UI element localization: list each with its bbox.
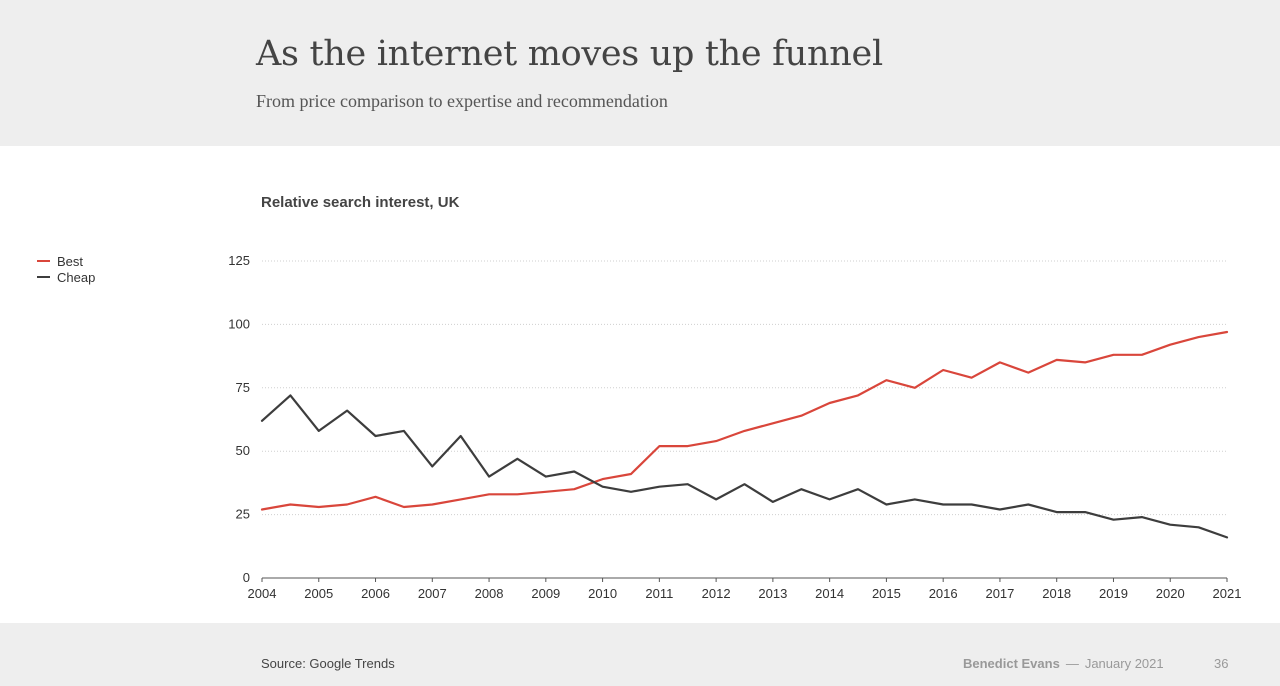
x-tick-label: 2009	[531, 586, 560, 601]
x-tick-label: 2007	[418, 586, 447, 601]
legend-swatch-best	[37, 260, 50, 262]
y-tick-label: 50	[236, 443, 250, 458]
y-tick-label: 0	[243, 570, 250, 585]
y-tick-label: 75	[236, 380, 250, 395]
x-tick-label: 2020	[1156, 586, 1185, 601]
legend-item-best: Best	[37, 253, 95, 269]
page-subtitle: From price comparison to expertise and r…	[256, 91, 668, 111]
x-tick-label: 2012	[702, 586, 731, 601]
credit-separator: —	[1065, 656, 1079, 671]
credit-date: January 2021	[1084, 656, 1164, 671]
page-title: As the internet moves up the funnel	[256, 34, 883, 74]
chart-legend: Best Cheap	[37, 253, 95, 285]
credit: Benedict Evans — January 2021	[963, 656, 1164, 671]
source-note: Source: Google Trends	[261, 656, 395, 671]
x-tick-label: 2021	[1213, 586, 1242, 601]
legend-swatch-cheap	[37, 276, 50, 278]
x-tick-label: 2015	[872, 586, 901, 601]
series-line-cheap	[260, 394, 1229, 539]
x-tick-label: 2018	[1042, 586, 1071, 601]
y-tick-label: 25	[236, 507, 250, 522]
x-tick-label: 2013	[758, 586, 787, 601]
y-tick-label: 100	[228, 316, 250, 331]
header-band: As the internet moves up the funnel From…	[0, 0, 1280, 146]
legend-label-best: Best	[57, 253, 84, 269]
x-tick-label: 2006	[361, 586, 390, 601]
author-name: Benedict Evans	[963, 656, 1060, 671]
x-tick-label: 2005	[304, 586, 333, 601]
x-tick-label: 2004	[248, 586, 277, 601]
x-tick-label: 2011	[645, 586, 673, 601]
chart-title: Relative search interest, UK	[261, 194, 460, 211]
x-tick-label: 2010	[588, 586, 617, 601]
x-tick-label: 2014	[815, 586, 844, 601]
legend-label-cheap: Cheap	[57, 269, 96, 285]
x-tick-label: 2008	[475, 586, 504, 601]
x-tick-label: 2016	[929, 586, 958, 601]
page-number: 36	[1214, 656, 1229, 671]
series-line-best	[260, 330, 1229, 511]
y-tick-label: 125	[228, 253, 250, 268]
legend-item-cheap: Cheap	[37, 269, 95, 285]
x-tick-label: 2017	[985, 586, 1014, 601]
footer-band: Source: Google Trends Benedict Evans — Jan…	[0, 623, 1280, 686]
x-tick-label: 2019	[1099, 586, 1128, 601]
